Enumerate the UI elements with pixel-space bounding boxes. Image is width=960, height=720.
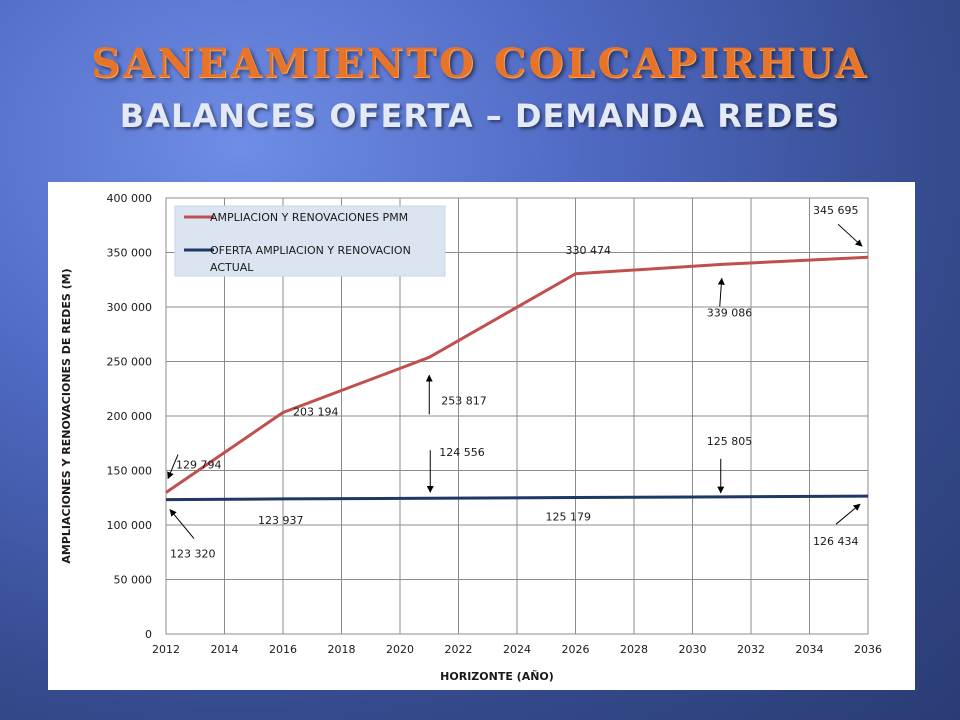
x-tick-label: 2034 (796, 643, 824, 656)
y-tick-label: 350 000 (107, 247, 153, 260)
x-tick-label: 2016 (269, 643, 297, 656)
x-tick-label: 2028 (620, 643, 648, 656)
annotation-arrow (837, 223, 863, 247)
annotation-arrow (717, 277, 725, 307)
x-tick-label: 2036 (854, 643, 882, 656)
y-tick-label: 250 000 (107, 356, 153, 369)
data-label: 330 474 (566, 244, 612, 257)
line-chart: 2012 2014 2016 2018 2020 2022 2024 2026 2028 2030… (60, 192, 883, 683)
x-tick-label: 2012 (152, 643, 180, 656)
data-label: 125 179 (546, 511, 592, 524)
data-label: 124 556 (439, 446, 485, 459)
legend: AMPLIACION Y RENOVACIONES PMM OFERTA AMP… (174, 205, 446, 277)
chart-panel: 2012 2014 2016 2018 2020 2022 2024 2026 2028 2030… (48, 182, 915, 690)
x-tick-label: 2024 (503, 643, 531, 656)
legend-box (174, 205, 446, 277)
annotation-arrow (835, 503, 861, 525)
x-tick-label: 2022 (445, 643, 473, 656)
data-label: 123 937 (258, 514, 304, 527)
legend-label-actual-line1: OFERTA AMPLIACION Y RENOVACION (210, 244, 411, 257)
data-label: 123 320 (170, 548, 216, 561)
series-layer (165, 255, 869, 502)
data-labels: 129 794 203 194 253 817 330 474 339 086 345 6… (167, 204, 863, 561)
x-tick-label: 2018 (328, 643, 356, 656)
x-tick-label: 2020 (386, 643, 414, 656)
y-tick-label: 50 000 (114, 574, 153, 587)
data-label: 129 794 (176, 459, 222, 472)
x-tick-label: 2032 (737, 643, 765, 656)
y-axis-label: AMPLIACIONES Y RENOVACIONES DE REDES (M) (60, 268, 73, 563)
slide-title: SANEAMIENTO COLCAPIRHUA (91, 40, 869, 87)
y-tick-label: 200 000 (107, 410, 153, 423)
data-label: 125 805 (707, 435, 753, 448)
data-label: 345 695 (813, 204, 859, 217)
data-label: 126 434 (813, 535, 859, 548)
y-tick-label: 400 000 (107, 192, 153, 205)
series-line-pmm (165, 255, 869, 494)
data-label: 339 086 (707, 306, 753, 319)
y-tick-label: 100 000 (107, 519, 153, 532)
annotation-arrow (167, 454, 179, 480)
data-label: 203 194 (293, 406, 339, 419)
legend-label-pmm: AMPLIACION Y RENOVACIONES PMM (210, 211, 408, 224)
axes: 2012 2014 2016 2018 2020 2022 2024 2026 2028 2030… (107, 192, 883, 656)
series-line-actual (165, 494, 869, 502)
legend-label-actual: OFERTA AMPLIACION Y RENOVACION ACTUAL (210, 244, 414, 274)
data-label: 253 817 (441, 394, 487, 407)
x-axis-label: HORIZONTE (AÑO) (440, 670, 554, 683)
y-tick-label: 0 (145, 628, 152, 641)
slide-subtitle: BALANCES OFERTA – DEMANDA REDES (119, 97, 841, 135)
x-tick-label: 2026 (562, 643, 590, 656)
y-tick-label: 150 000 (107, 465, 153, 478)
x-tick-label: 2014 (211, 643, 239, 656)
legend-label-actual-line2: ACTUAL (210, 261, 254, 274)
x-tick-label: 2030 (679, 643, 707, 656)
y-tick-label: 300 000 (107, 301, 153, 314)
annotation-arrow (169, 509, 195, 539)
